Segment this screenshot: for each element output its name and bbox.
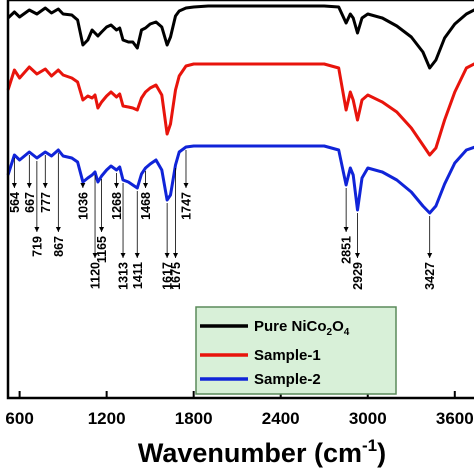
plot-frame (6, 0, 474, 400)
x-axis-ticks: 600 1200 1800 2400 3000 3600 (5, 391, 474, 428)
annotation-arrow-719 (34, 227, 40, 232)
annotation-label-1617: 1617 (161, 262, 175, 290)
legend-label-pure: Pure NiCo2O4 (254, 318, 350, 338)
legend-label-sample-1: Sample-1 (254, 347, 321, 364)
annotation-arrow-1120 (92, 253, 98, 258)
legend-label-sample-2: Sample-2 (254, 371, 321, 388)
annotation-arrow-1411 (134, 253, 140, 258)
annotation-arrow-1165 (99, 227, 105, 232)
annotation-arrow-1036 (80, 183, 86, 188)
series-line-pure (6, 4, 474, 70)
annotation-label-564: 564 (8, 192, 22, 213)
annotation-label-719: 719 (30, 236, 44, 257)
legend: Pure NiCo2O4 Sample-1 Sample-2 (195, 306, 397, 395)
annotation-label-1313: 1313 (117, 262, 131, 290)
annotation-arrow-2851 (343, 227, 349, 232)
legend-item-sample-2: Sample-2 (200, 371, 321, 388)
annotation-label-1747: 1747 (179, 192, 193, 220)
annotation-arrow-2929 (354, 253, 360, 258)
x-tick-label-3000: 3000 (349, 409, 387, 428)
annotation-arrow-1675 (173, 253, 179, 258)
annotation-arrow-867 (55, 227, 61, 232)
annotation-arrow-1468 (143, 183, 149, 188)
x-tick-label-1800: 1800 (175, 409, 213, 428)
annotation-label-667: 667 (23, 192, 37, 213)
series-line-sample1 (6, 62, 474, 157)
annotation-label-1468: 1468 (139, 192, 153, 220)
annotation-arrow-777 (42, 183, 48, 188)
annotation-arrow-564 (11, 183, 17, 188)
annotation-label-1165: 1165 (95, 236, 109, 263)
annotation-label-1036: 1036 (76, 192, 90, 220)
annotation-label-2929: 2929 (351, 262, 365, 290)
x-axis-label: Wavenumber (cm-1) (138, 436, 386, 468)
annotation-arrow-1268 (114, 183, 120, 188)
annotation-label-2851: 2851 (340, 236, 354, 264)
x-tick-label-2400: 2400 (262, 409, 300, 428)
x-tick-label-1200: 1200 (88, 409, 126, 428)
annotation-label-3427: 3427 (423, 262, 437, 290)
annotation-label-867: 867 (52, 236, 66, 257)
annotation-arrow-3427 (427, 253, 433, 258)
annotation-label-1675: 1675 (169, 262, 183, 290)
legend-item-sample-1: Sample-1 (200, 347, 321, 364)
annotation-arrow-667 (26, 183, 32, 188)
series-layer (6, 4, 474, 215)
annotation-label-777: 777 (39, 192, 53, 213)
annotation-label-1411: 1411 (131, 262, 145, 289)
annotation-arrow-1617 (164, 253, 170, 258)
annotation-label-1268: 1268 (110, 192, 124, 220)
x-tick-label-600: 600 (5, 409, 33, 428)
annotation-arrow-1313 (120, 253, 126, 258)
legend-item-pure: Pure NiCo2O4 (200, 318, 350, 338)
annotation-arrow-1747 (183, 183, 189, 188)
series-line-sample2 (6, 144, 474, 215)
annotation-label-1120: 1120 (89, 262, 103, 289)
x-tick-label-3600: 3600 (436, 409, 474, 428)
